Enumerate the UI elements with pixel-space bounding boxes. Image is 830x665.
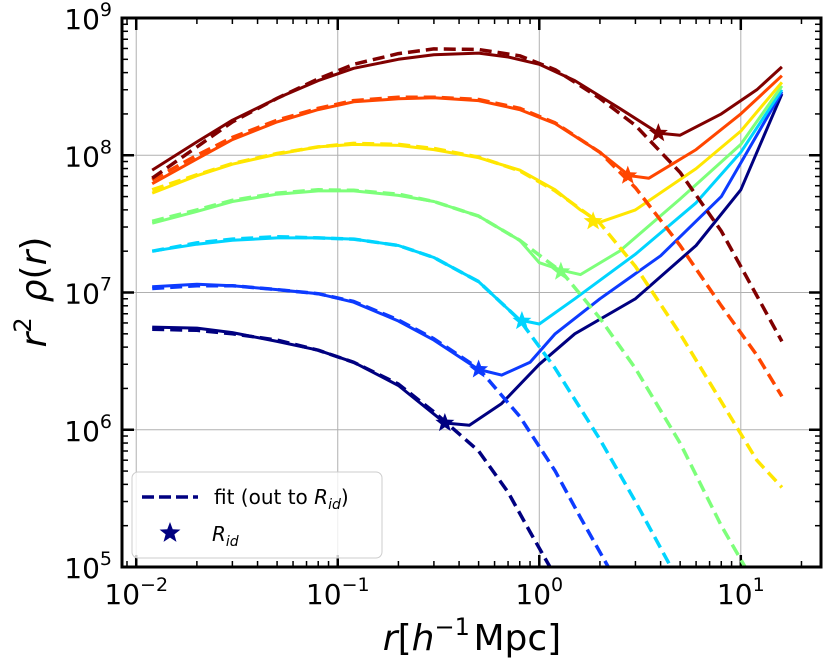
rid-markers: [435, 123, 668, 432]
rid-star-3: [512, 310, 532, 330]
x-axis-title: r[h−1 Mpc]: [383, 613, 561, 659]
profile-line-6: [151, 74, 783, 186]
y-tick-labels: 105 106 107 108 109: [64, 0, 112, 585]
y-tick-label: 109: [64, 0, 112, 36]
y-tick-label: 105: [64, 548, 112, 585]
legend-rid-star: [159, 522, 181, 542]
legend-box: [131, 471, 383, 559]
rid-star-4: [551, 261, 571, 280]
rid-star-2: [469, 359, 489, 378]
profile-line-5: [151, 81, 784, 224]
x-tick-label: 101: [717, 574, 765, 611]
y-axis-title: r2 ρ(r): [9, 237, 55, 348]
x-tick-label: 100: [515, 574, 563, 611]
rid-star-5: [583, 211, 603, 230]
rid-star-1: [435, 412, 455, 432]
x-axis-label: r[h−1 Mpc]: [383, 613, 561, 659]
legend-fit-label: fit (out to Rid): [214, 485, 349, 513]
rid-star-7: [648, 123, 668, 142]
profile-line-7: [151, 51, 783, 172]
x-tick-label: 10−1: [306, 574, 370, 611]
fit-line-3: [151, 234, 673, 567]
legend: fit (out to Rid) Rid: [131, 471, 383, 559]
y-tick-label: 108: [64, 136, 112, 173]
y-axis-label: r2 ρ(r): [9, 237, 55, 348]
plot-frame: [120, 16, 823, 569]
x-tick-label: 10−2: [104, 574, 168, 611]
profile-line-2: [152, 91, 784, 377]
profile-line-4: [151, 85, 784, 277]
y-tick-label: 106: [64, 411, 112, 448]
x-tick-labels: 10−2 10−1 100 101: [104, 574, 764, 611]
rid-star-6: [618, 165, 638, 184]
y-tick-label: 107: [64, 274, 112, 311]
legend-rid-label: Rid: [212, 522, 239, 550]
